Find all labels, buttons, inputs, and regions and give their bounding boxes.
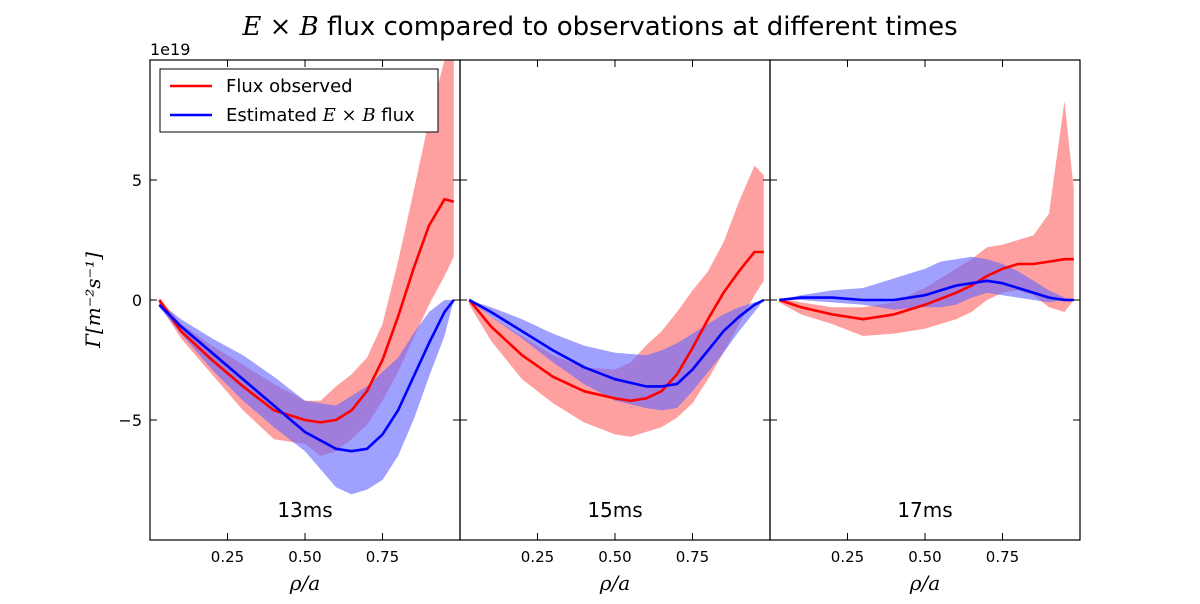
x-tick-label: 0.25 [521,548,554,566]
observed-band [159,60,454,456]
legend-label-estimated-prefix: Estimated [226,105,323,126]
legend-label-estimated-suffix: flux [376,105,415,126]
x-tick-label: 0.50 [908,548,941,566]
chart-title-math: E × B [241,12,318,42]
panel-label: 15ms [587,498,642,522]
panel-17ms: 0.25 0.50 0.75 ρ/a 17ms [769,59,1081,595]
estimated-line [158,299,455,453]
x-axis-label: ρ/a [599,571,630,595]
y-tick-label: −5 [118,411,142,430]
legend-label-estimated: Estimated E × B flux [226,105,415,126]
x-axis-label: ρ/a [909,571,940,595]
estimated-band [469,300,764,411]
panel-plot-area [468,165,765,437]
legend-box [159,68,439,133]
estimated-line [779,279,1074,302]
x-tick-label: 0.75 [676,548,709,566]
legend: Flux observed Estimated E × B flux [159,68,439,133]
x-tick-label: 0.75 [366,548,399,566]
x-tick-label: 0.25 [211,548,244,566]
x-tick-label: 0.50 [598,548,631,566]
panel-15ms: 0.25 0.50 0.75 ρ/a 15ms [459,59,771,595]
observed-line [468,250,764,403]
panel-label: 17ms [897,498,952,522]
x-tick-label: 0.50 [288,548,321,566]
estimated-line [468,298,765,388]
x-tick-label: 0.75 [986,548,1019,566]
legend-label-observed: Flux observed [226,76,353,97]
panel-plot-area [778,100,1074,336]
y-tick-label: 5 [132,171,142,190]
chart-title-text: flux compared to observations at differe… [319,12,958,42]
panel-plot-area [158,60,455,495]
legend-label-estimated-math: E × B [322,105,376,126]
y-offset-label: 1e19 [150,40,190,59]
panel-13ms: 0.25 0.50 0.75 5 0 −5 ρ/a 13ms [118,59,461,595]
estimated-band [159,300,454,495]
y-axis-label: Γ[m⁻²s⁻¹] [81,252,105,349]
panels: 0.25 0.50 0.75 5 0 −5 ρ/a 13ms 0.25 0.50 0.75 ρ/a 15… [118,59,1081,595]
x-tick-label: 0.25 [831,548,864,566]
panel-label: 13ms [277,498,332,522]
y-tick-label: 0 [132,291,142,310]
observed-line [778,257,1074,321]
chart-title: E × B flux compared to observations at d… [241,12,957,42]
observed-line [158,197,455,424]
x-axis-label: ρ/a [289,571,320,595]
